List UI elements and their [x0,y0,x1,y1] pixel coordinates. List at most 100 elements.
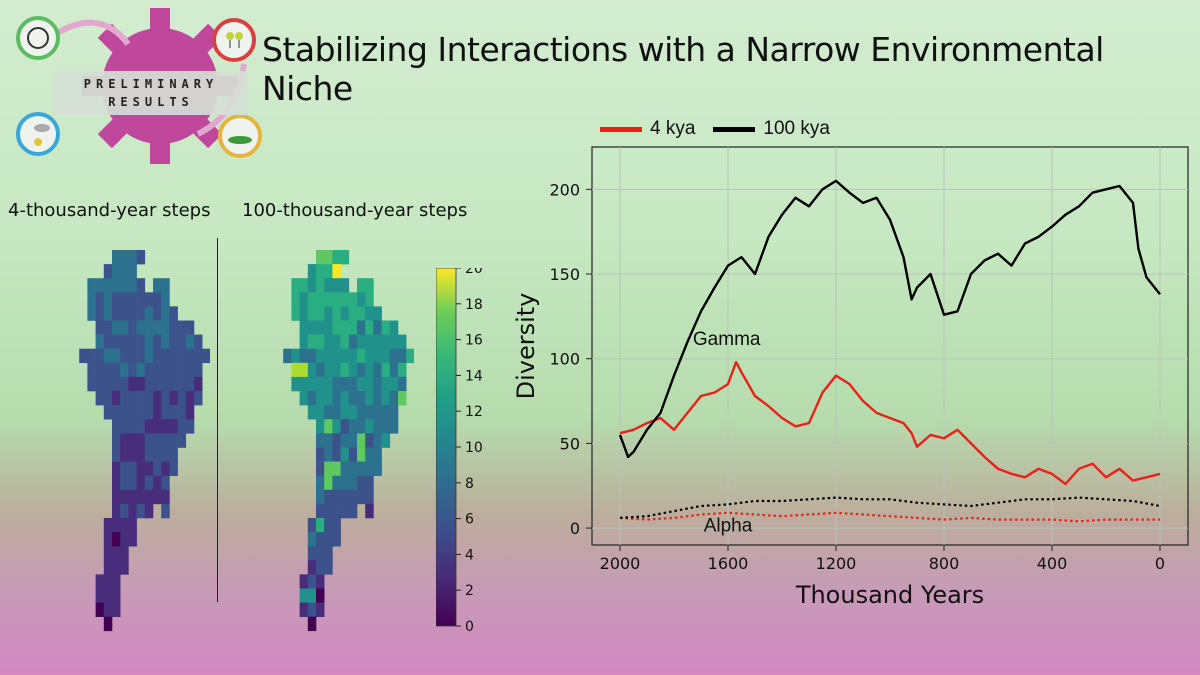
map-cell [79,348,88,364]
map-cell [136,320,146,335]
legend-swatch-black [713,126,756,132]
map-cell [324,348,333,364]
map-cell [103,602,113,617]
map-cell [348,447,358,462]
map-cell [291,292,300,307]
map-cell [87,292,96,307]
map-cell [144,447,154,462]
map-cell [120,532,129,547]
map-cell [307,348,317,364]
diversity-line-chart: 2000 1600 1200 800 400 0 0 50 100 150 200 Thousand … [512,146,1189,609]
map-cell [373,376,382,392]
colorbar-tick-label: 2 [465,583,474,599]
series-line-3 [619,496,1161,519]
map-cell [161,306,170,321]
map-cell [332,362,341,378]
map-cell [136,278,146,293]
map-cell [365,278,374,293]
map-cell [185,362,195,378]
map-cell [332,348,341,364]
map-cell [112,306,121,321]
map-cell [307,376,317,392]
map-cell [357,405,366,420]
map-cell [161,461,170,476]
map-cell [87,376,96,392]
map-cell [177,376,187,392]
map-cell [144,405,154,420]
map-cell [194,348,203,364]
map-cell [169,348,178,364]
map-cell [120,306,129,321]
map-cell [365,362,374,378]
map-cell [316,475,325,491]
map-cell [340,306,350,321]
map-cell [103,320,113,335]
map-cell [324,503,333,519]
map-cell [103,616,113,632]
map-cell [307,602,317,617]
map-cell [299,320,309,335]
map-cell [365,503,374,519]
map-cell [112,376,121,392]
map-cell [112,461,121,476]
map-cell [324,278,333,293]
tree-icon [212,18,256,62]
map-cell [307,518,317,533]
map-cell [340,250,350,265]
map-cell [316,518,325,533]
map-cell [153,475,162,491]
map-cell [357,461,366,476]
map-cell [169,461,178,476]
map-cell [373,320,382,335]
legend-label-4kya: 4 kya [650,118,696,139]
map-cell [112,250,121,265]
badge-line-1: PRELIMINARY [83,77,219,91]
map-cell [128,419,137,434]
map-cell [365,376,374,392]
right-diversity-map [283,250,414,632]
map-cell [87,348,96,364]
map-cell [153,292,162,307]
map-cell [120,320,129,335]
map-cell [340,362,350,378]
map-cell [87,306,96,321]
map-cell [169,334,178,349]
map-cell [136,376,146,392]
map-cell [120,433,129,448]
map-cell [153,461,162,476]
map-cell [389,334,399,349]
map-cell [128,447,137,462]
map-cell [161,278,170,293]
map-cell [398,376,407,392]
map-cell [389,320,399,335]
map-cell [291,348,300,364]
map-cell [95,306,105,321]
map-cell [348,292,358,307]
map-cell [144,376,154,392]
map-cell [381,405,391,420]
map-cell [324,546,333,561]
map-cell [112,334,121,349]
colorbar: 0 2 4 6 8 10 12 14 16 18 20 [436,268,483,635]
preliminary-results-logo: PRELIMINARY RESULTS [8,4,268,179]
legend-item-4kya: 4 kya [600,118,695,140]
map-cell [340,489,350,505]
map-cell [161,334,170,349]
map-cell [144,433,154,448]
map-cell [120,264,129,279]
colorbar-tick-label: 0 [465,619,474,635]
map-cell [95,574,105,589]
map-cell [177,391,187,406]
map-cell [161,292,170,307]
map-cell [112,489,121,505]
y-tick-label: 100 [549,350,580,369]
map-cell [103,292,113,307]
map-cell [120,405,129,420]
y-tick-label: 50 [560,434,580,453]
map-cell [95,376,105,392]
map-cell [153,376,162,392]
map-cell [348,391,358,406]
y-tick-label: 0 [570,519,580,538]
map-cell [95,292,105,307]
map-cell [169,362,178,378]
